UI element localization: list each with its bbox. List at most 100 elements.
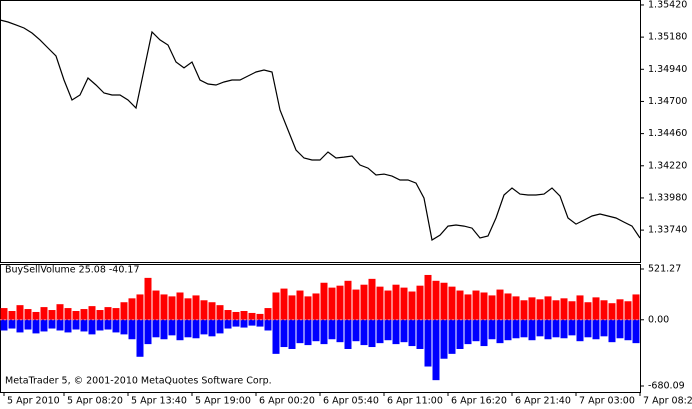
volume-bar: [24, 309, 32, 320]
volume-bar: [264, 308, 272, 320]
y-tick-label: 1.33980: [648, 192, 687, 203]
volume-bar: [432, 319, 440, 381]
volume-bar: [432, 280, 440, 320]
volume-bar: [616, 299, 624, 320]
volume-bar: [368, 319, 376, 348]
volume-bar: [272, 319, 280, 354]
volume-bar: [600, 319, 608, 337]
volume-bar: [136, 294, 144, 320]
volume-bar: [120, 319, 128, 335]
volume-bar: [336, 285, 344, 320]
volume-bar: [224, 310, 232, 320]
volume-bar: [88, 319, 96, 335]
volume-bar: [520, 300, 528, 320]
volume-bar: [448, 319, 456, 354]
volume-bar: [384, 319, 392, 341]
volume-bar: [464, 319, 472, 345]
volume-bar: [624, 319, 632, 341]
volume-bar: [24, 319, 32, 330]
volume-bar: [400, 319, 408, 343]
volume-bar: [328, 287, 336, 320]
volume-bar: [104, 319, 112, 330]
volume-bar: [408, 319, 416, 347]
volume-bar: [72, 319, 80, 330]
volume-bar: [72, 310, 80, 320]
volume-bar: [208, 302, 216, 320]
volume-bar: [320, 282, 328, 320]
y-tick-label: 521.27: [648, 263, 681, 274]
volume-bar: [416, 319, 424, 349]
volume-bar: [192, 295, 200, 320]
volume-bar: [560, 319, 568, 339]
price-line: [0, 19, 641, 241]
volume-bar: [592, 319, 600, 340]
volume-bar: [216, 305, 224, 320]
volume-bar: [456, 319, 464, 349]
volume-bar: [248, 319, 256, 326]
volume-bar: [152, 319, 160, 338]
volume-bar: [272, 292, 280, 320]
volume-bar: [256, 313, 264, 320]
volume-bar: [56, 304, 64, 320]
volume-bar: [128, 298, 136, 320]
volume-bar: [600, 300, 608, 320]
volume-bar: [400, 287, 408, 320]
x-tick-label: 5 Apr 13:40: [131, 396, 187, 407]
volume-bar: [320, 319, 328, 345]
volume-bar: [160, 294, 168, 320]
volume-bar: [88, 306, 96, 320]
volume-bar: [376, 319, 384, 344]
volume-bar: [0, 319, 8, 331]
volume-bar: [568, 319, 576, 336]
volume-bar: [576, 319, 584, 342]
volume-bar: [512, 319, 520, 339]
volume-bar: [16, 305, 24, 320]
volume-bar: [224, 319, 232, 329]
x-tick-label: 6 Apr 21:40: [515, 396, 571, 407]
y-tick-label: -680.09: [648, 381, 685, 392]
x-tick-label: 6 Apr 00:20: [259, 396, 315, 407]
volume-bar: [608, 303, 616, 320]
volume-bar: [200, 319, 208, 335]
volume-bar: [64, 308, 72, 320]
volume-bar: [184, 298, 192, 320]
volume-bar: [144, 319, 152, 345]
volume-bar: [632, 294, 640, 320]
y-tick-label: 1.35180: [648, 32, 687, 43]
volume-bar: [456, 290, 464, 320]
volume-bar: [128, 319, 136, 340]
volume-bar: [632, 319, 640, 344]
volume-bar: [64, 319, 72, 333]
volume-bar: [424, 274, 432, 320]
x-tick-label: 6 Apr 16:20: [451, 396, 507, 407]
volume-bar: [504, 293, 512, 320]
volume-bar: [104, 307, 112, 320]
volume-bar: [464, 294, 472, 320]
volume-bar: [376, 286, 384, 320]
volume-bar: [296, 290, 304, 320]
volume-bar: [368, 278, 376, 320]
volume-bar: [472, 319, 480, 342]
volume-bar: [488, 319, 496, 340]
volume-bar: [0, 308, 8, 320]
volume-bar: [56, 319, 64, 331]
volume-bar: [536, 319, 544, 337]
volume-bar: [440, 319, 448, 359]
volume-bar: [312, 319, 320, 342]
volume-bar: [176, 292, 184, 320]
x-tick-label: 5 Apr 08:20: [67, 396, 123, 407]
volume-bar: [344, 319, 352, 349]
volume-bar: [360, 319, 368, 346]
volume-bar: [520, 319, 528, 338]
y-tick-label: 1.33740: [648, 225, 687, 236]
y-tick-label: 1.34940: [648, 64, 687, 75]
volume-bar: [384, 290, 392, 320]
volume-bar: [240, 310, 248, 320]
volume-bar: [624, 301, 632, 320]
volume-bar: [392, 284, 400, 320]
volume-bar: [192, 319, 200, 339]
x-tick-label: 7 Apr 03:00: [579, 396, 635, 407]
volume-bar: [256, 319, 264, 327]
volume-bar: [480, 292, 488, 320]
price-frame: [0, 0, 641, 263]
